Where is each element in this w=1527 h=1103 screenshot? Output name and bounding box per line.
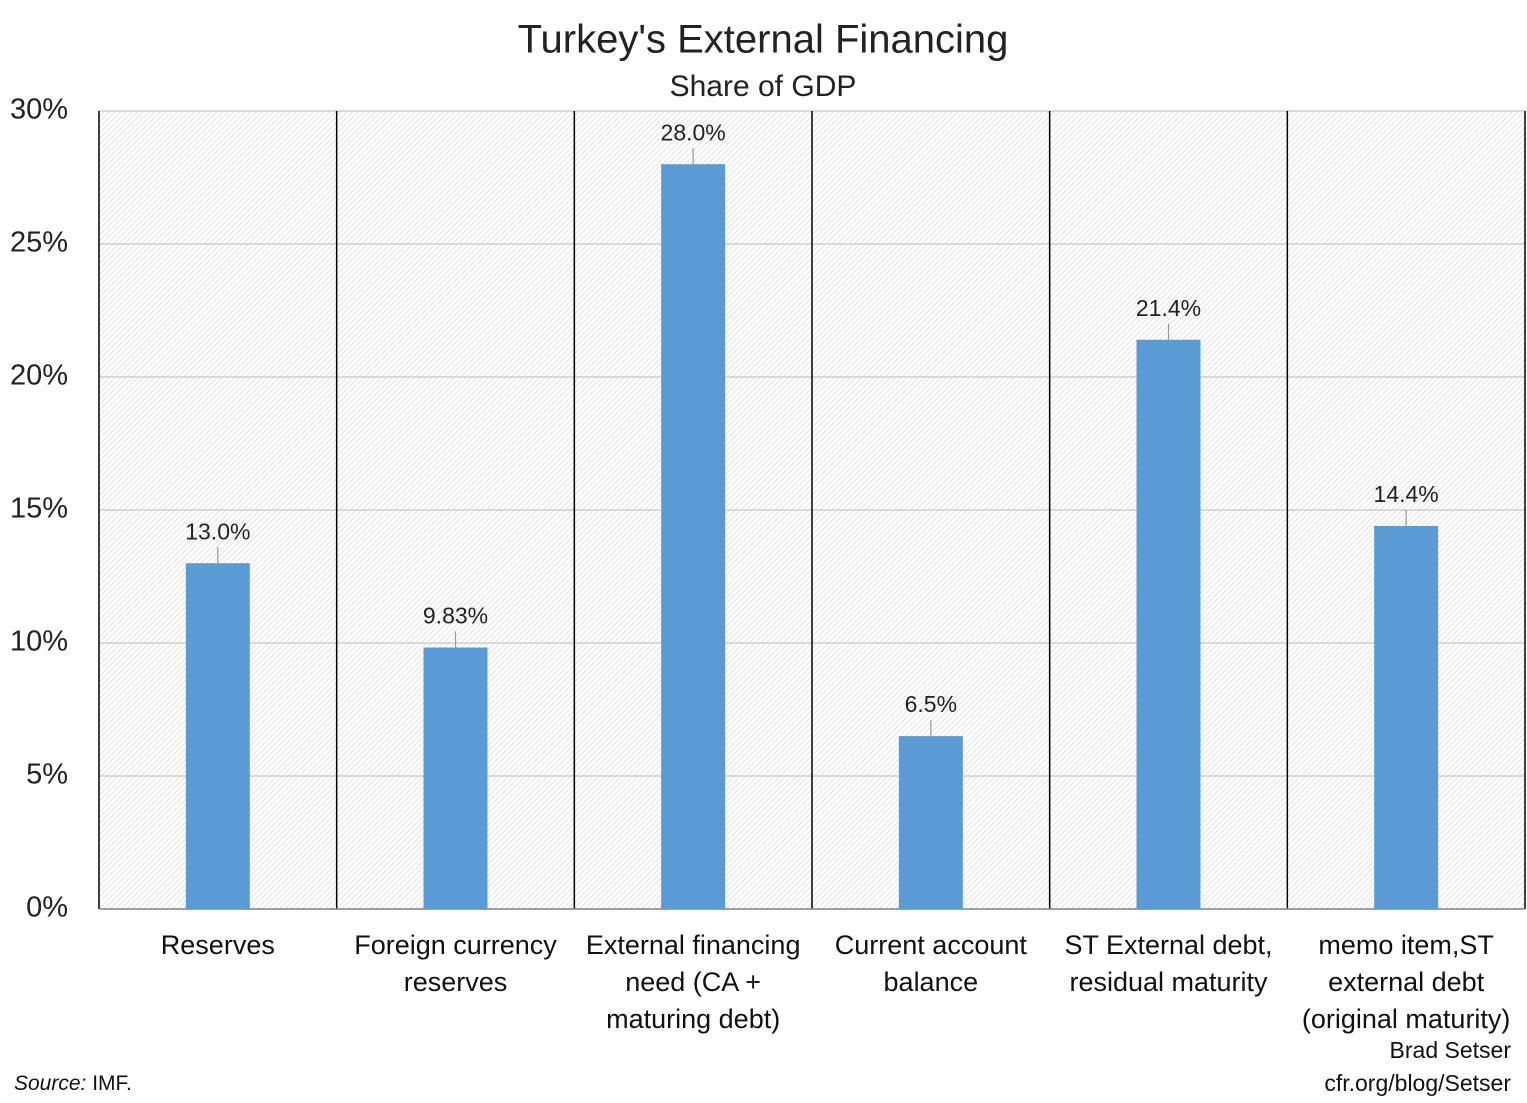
- bar: [1136, 339, 1201, 909]
- bar: [1374, 525, 1439, 909]
- y-tick-label: 25%: [10, 227, 68, 259]
- x-tick-label: Reserves: [160, 930, 275, 960]
- credit-line: Brad Setser: [1389, 1037, 1511, 1063]
- chart-title: Turkey's External Financing: [518, 18, 1009, 62]
- value-label: 9.83%: [423, 603, 488, 629]
- value-label: 13.0%: [185, 518, 250, 544]
- y-tick-label: 5%: [26, 759, 68, 791]
- bar: [423, 647, 488, 909]
- y-tick-label: 15%: [10, 493, 68, 525]
- y-tick-label: 0%: [26, 892, 68, 924]
- y-tick-label: 10%: [10, 626, 68, 658]
- bar: [898, 736, 963, 909]
- source-text: IMF.: [92, 1072, 132, 1095]
- value-label: 28.0%: [661, 119, 726, 145]
- chart-subtitle: Share of GDP: [670, 70, 857, 103]
- x-tick-label: ST External debt, residual maturity: [1064, 930, 1273, 997]
- source-label: Source:: [14, 1072, 87, 1095]
- y-tick-label: 30%: [10, 94, 68, 126]
- x-tick-label: Foreign currency reserves: [354, 930, 557, 997]
- value-label: 14.4%: [1374, 481, 1439, 507]
- x-tick-label: External financing need (CA + maturing d…: [585, 930, 801, 1034]
- y-tick-label: 20%: [10, 360, 68, 392]
- x-tick-label: memo item,ST external debt (original mat…: [1301, 930, 1511, 1034]
- value-label: 6.5%: [905, 691, 957, 717]
- value-label: 21.4%: [1136, 295, 1201, 321]
- x-tick-label: Current account balance: [834, 930, 1027, 997]
- bar: [661, 164, 726, 909]
- bar: [185, 563, 250, 909]
- source: Source: IMF.: [14, 1072, 132, 1096]
- credit-line: cfr.org/blog/Setser: [1324, 1070, 1511, 1096]
- credit: Brad Setser cfr.org/blog/Setser: [1324, 1034, 1511, 1100]
